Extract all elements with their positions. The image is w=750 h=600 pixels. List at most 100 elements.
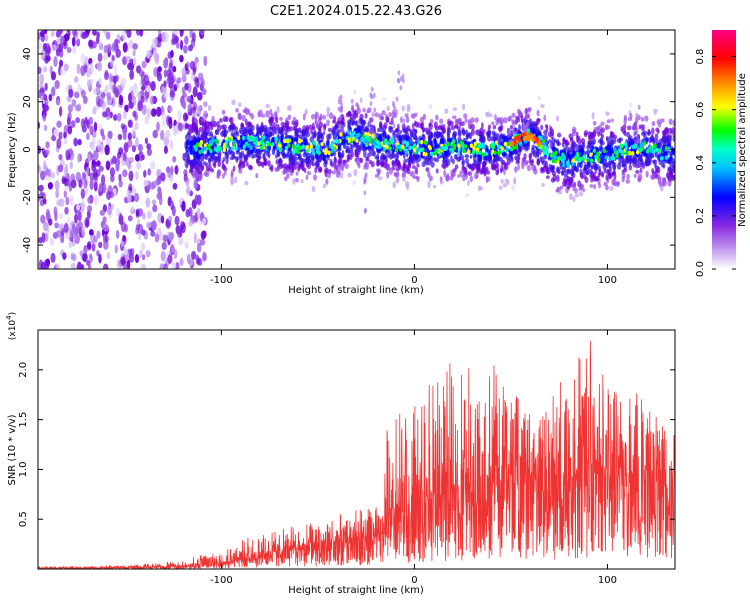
noise-cell bbox=[115, 48, 121, 58]
signal-cell bbox=[541, 160, 545, 165]
signal-cell bbox=[461, 174, 466, 182]
signal-cell bbox=[433, 121, 438, 129]
signal-cell bbox=[221, 109, 226, 115]
peak-cell bbox=[267, 142, 271, 147]
signal-cell bbox=[350, 144, 354, 152]
noise-cell bbox=[122, 42, 128, 53]
peak-cell bbox=[561, 152, 565, 157]
peak-cell bbox=[653, 143, 657, 148]
signal-cell bbox=[546, 175, 550, 179]
spike-cell bbox=[339, 99, 343, 105]
signal-cell bbox=[222, 157, 226, 162]
signal-cell bbox=[672, 136, 675, 142]
signal-cell bbox=[210, 168, 215, 173]
signal-cell bbox=[609, 185, 614, 192]
signal-cell bbox=[401, 105, 405, 112]
noise-cell bbox=[98, 183, 103, 193]
noise-cell bbox=[114, 244, 118, 254]
signal-cell bbox=[236, 141, 242, 148]
signal-cell bbox=[494, 113, 497, 121]
signal-cell bbox=[515, 156, 520, 163]
signal-cell bbox=[296, 161, 300, 166]
signal-cell bbox=[318, 126, 322, 131]
noise-cell bbox=[93, 149, 99, 161]
signal-cell bbox=[396, 159, 401, 167]
noise-cell bbox=[180, 222, 186, 234]
signal-cell bbox=[620, 126, 624, 132]
signal-cell bbox=[414, 167, 419, 175]
signal-cell bbox=[616, 138, 621, 143]
signal-cell bbox=[228, 125, 232, 132]
signal-cell bbox=[654, 165, 660, 170]
noise-cell bbox=[75, 117, 81, 124]
signal-cell bbox=[270, 164, 274, 172]
signal-cell bbox=[388, 167, 393, 175]
signal-cell bbox=[389, 154, 393, 160]
signal-cell bbox=[335, 168, 339, 173]
noise-cell bbox=[68, 240, 73, 249]
noise-cell bbox=[113, 75, 117, 85]
noise-cell bbox=[150, 230, 156, 237]
peak-cell bbox=[577, 158, 582, 163]
signal-cell bbox=[380, 154, 385, 159]
signal-cell bbox=[571, 172, 576, 179]
signal-cell bbox=[265, 134, 269, 139]
noise-cell bbox=[179, 257, 184, 267]
noise-cell bbox=[193, 76, 199, 83]
signal-cell bbox=[378, 113, 383, 120]
signal-cell bbox=[635, 163, 639, 169]
peak-cell bbox=[446, 141, 450, 147]
peak-cell bbox=[237, 135, 241, 141]
signal-cell bbox=[267, 160, 271, 167]
signal-cell bbox=[657, 152, 661, 160]
noise-cell bbox=[93, 194, 100, 206]
signal-cell bbox=[295, 171, 299, 176]
spike-cell bbox=[368, 119, 372, 125]
signal-cell bbox=[295, 178, 299, 183]
noise-cell bbox=[105, 160, 111, 171]
signal-cell bbox=[368, 159, 373, 165]
noise-cell bbox=[73, 76, 79, 83]
signal-cell bbox=[606, 168, 610, 175]
noise-cell bbox=[137, 208, 144, 217]
noise-cell bbox=[99, 209, 106, 216]
signal-cell bbox=[578, 191, 584, 197]
signal-cell bbox=[383, 122, 388, 130]
signal-cell bbox=[464, 118, 468, 124]
peak-cell bbox=[278, 143, 282, 148]
signal-cell bbox=[240, 150, 245, 156]
noise-cell bbox=[55, 262, 61, 269]
noise-cell bbox=[132, 49, 136, 57]
signal-cell bbox=[274, 167, 279, 172]
signal-cell bbox=[235, 108, 239, 113]
signal-cell bbox=[491, 121, 495, 126]
peak-cell bbox=[511, 145, 516, 150]
noise-cell bbox=[132, 56, 137, 67]
signal-cell bbox=[502, 183, 508, 188]
noise-cell bbox=[177, 229, 183, 239]
signal-cell bbox=[278, 157, 282, 163]
noise-cell bbox=[150, 108, 157, 117]
peak-cell bbox=[658, 148, 662, 153]
peak-cell bbox=[624, 145, 628, 151]
signal-cell bbox=[260, 121, 264, 128]
signal-cell bbox=[599, 160, 604, 164]
noise-cell bbox=[118, 94, 124, 106]
signal-cell bbox=[385, 113, 388, 119]
noise-cell bbox=[186, 253, 191, 265]
noise-cell bbox=[111, 203, 115, 211]
signal-cell bbox=[504, 164, 509, 171]
noise-cell bbox=[84, 217, 90, 229]
peak-cell bbox=[562, 163, 566, 168]
signal-cell bbox=[460, 154, 465, 160]
signal-cell bbox=[428, 103, 433, 110]
noise-cell bbox=[111, 41, 118, 53]
noise-cell bbox=[67, 153, 71, 160]
signal-cell bbox=[635, 116, 639, 123]
colorbar-gradient bbox=[712, 30, 736, 269]
spike-cell bbox=[392, 123, 396, 129]
noise-cell bbox=[157, 186, 162, 194]
noise-cell bbox=[136, 162, 142, 170]
signal-cell bbox=[640, 131, 646, 136]
peak-cell bbox=[430, 151, 434, 157]
